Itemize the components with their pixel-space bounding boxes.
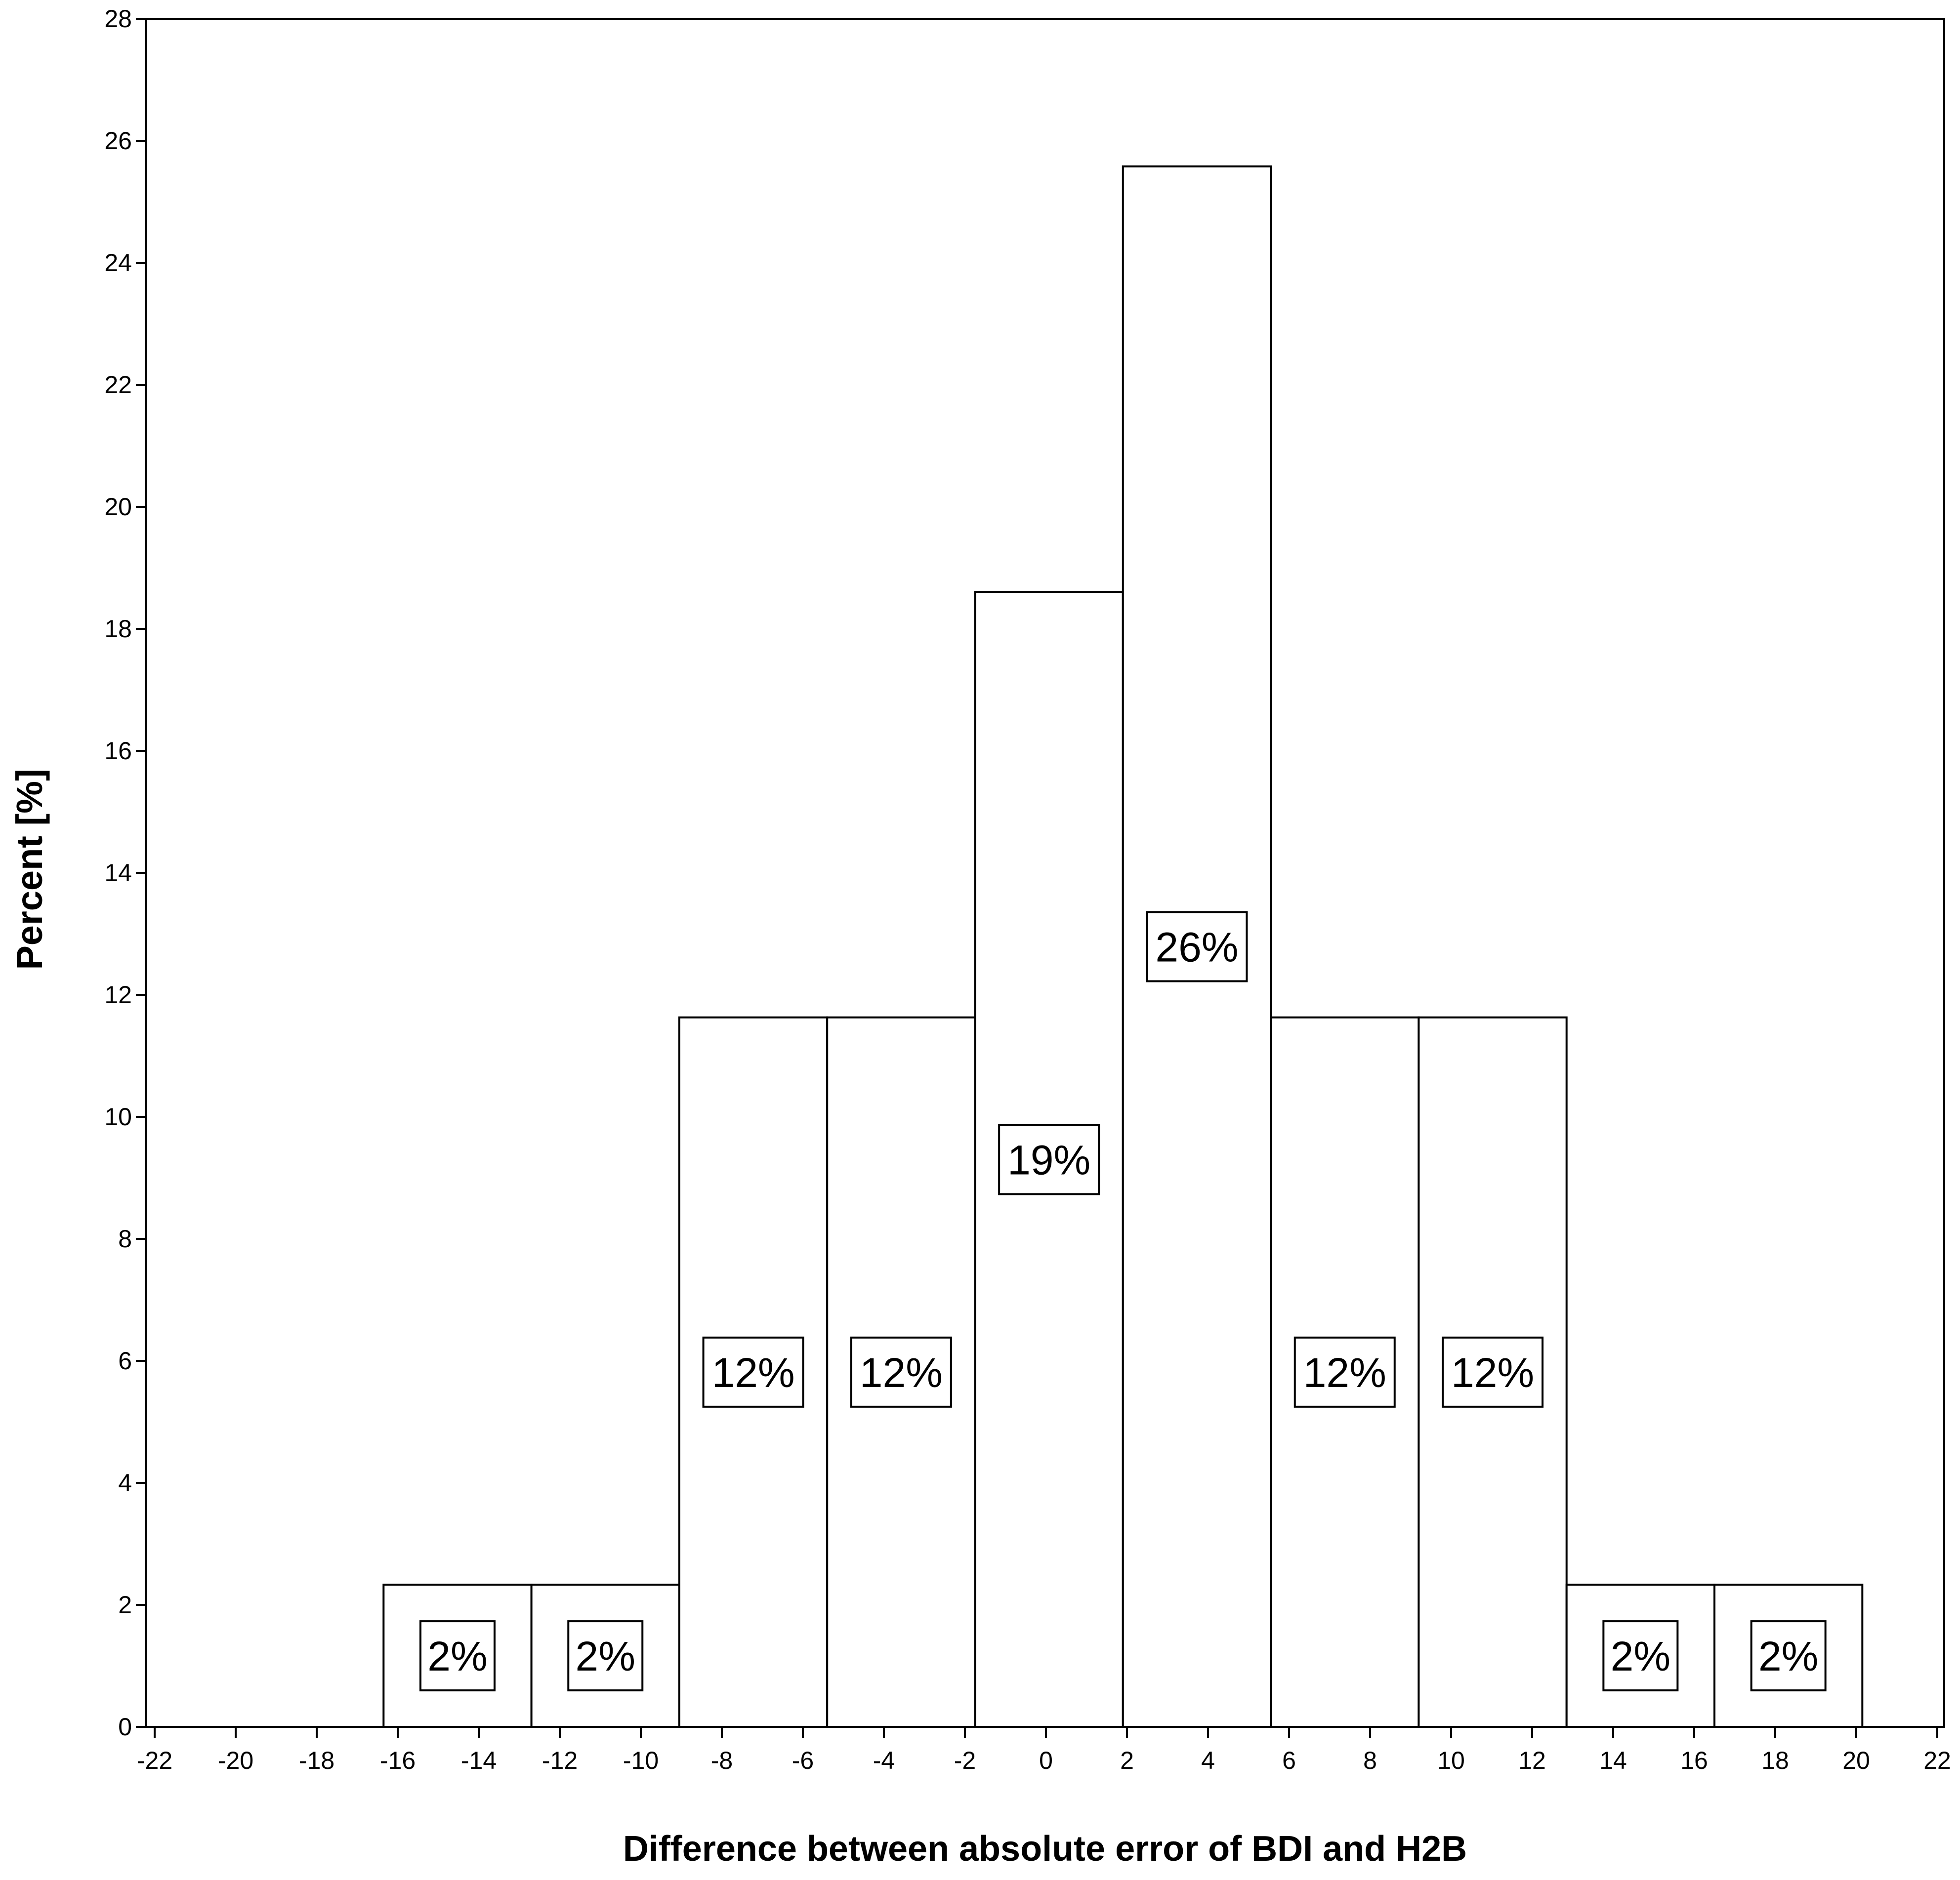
data-label-box xyxy=(1146,911,1248,982)
data-label: 2% xyxy=(419,1620,496,1692)
data-label-box xyxy=(850,1336,952,1408)
x-tick-label: -12 xyxy=(542,1747,578,1774)
x-tick-label: -18 xyxy=(299,1747,334,1774)
x-axis-title: Difference between absolute error of BDI… xyxy=(623,1829,1467,1869)
x-tick-label: 6 xyxy=(1282,1747,1296,1774)
x-tick-label: 12 xyxy=(1518,1747,1546,1774)
data-label-box xyxy=(1442,1336,1544,1408)
data-label-text: 12% xyxy=(1303,1349,1386,1396)
x-tick-label: -8 xyxy=(711,1747,733,1774)
y-tick-label: 22 xyxy=(104,371,132,399)
x-tick-label: -14 xyxy=(461,1747,497,1774)
y-tick-label: 26 xyxy=(104,127,132,155)
bars-layer xyxy=(382,165,1864,1728)
data-label: 12% xyxy=(1293,1336,1396,1408)
y-tick-label: 14 xyxy=(104,859,132,887)
data-label: 12% xyxy=(1442,1336,1544,1408)
data-label: 2% xyxy=(567,1620,644,1692)
x-tick-label: -4 xyxy=(873,1747,895,1774)
y-tick-label: 6 xyxy=(118,1347,132,1375)
data-label: 19% xyxy=(998,1124,1100,1195)
y-tick-label: 10 xyxy=(104,1103,132,1131)
x-tick-label: 18 xyxy=(1761,1747,1789,1774)
y-tick-label: 20 xyxy=(104,493,132,521)
data-label: 2% xyxy=(1602,1620,1679,1692)
x-tick-label: -2 xyxy=(954,1747,976,1774)
y-tick-label: 24 xyxy=(104,249,132,277)
x-tick-label: 16 xyxy=(1680,1747,1708,1774)
y-tick-label: 18 xyxy=(104,615,132,643)
x-tick-label: 20 xyxy=(1842,1747,1870,1774)
x-tick-label: 0 xyxy=(1039,1747,1053,1774)
data-label-box xyxy=(1293,1336,1396,1408)
x-tick-label: 2 xyxy=(1120,1747,1134,1774)
data-label-text: 2% xyxy=(1611,1633,1670,1679)
data-label-box xyxy=(419,1620,496,1692)
y-axis-title: Percent [%] xyxy=(9,769,50,970)
data-label-box xyxy=(702,1336,804,1408)
data-label-text: 12% xyxy=(1451,1349,1534,1396)
data-label: 2% xyxy=(1750,1620,1827,1692)
x-tick-label: 14 xyxy=(1599,1747,1627,1774)
data-label-text: 12% xyxy=(711,1349,794,1396)
x-tick-label: 22 xyxy=(1923,1747,1951,1774)
data-label-text: 19% xyxy=(1007,1137,1090,1183)
data-label-text: 2% xyxy=(427,1633,487,1679)
data-label-text: 26% xyxy=(1155,924,1238,970)
y-tick-label: 0 xyxy=(118,1713,132,1741)
data-label: 12% xyxy=(850,1336,952,1408)
data-label-box xyxy=(567,1620,644,1692)
data-labels-layer: 2% 2% 12% 12% 19% 26% 12% 12% 2% 2% xyxy=(419,911,1827,1692)
y-tick-label: 16 xyxy=(104,737,132,765)
x-tick-label: 4 xyxy=(1201,1747,1215,1774)
y-tick-label: 28 xyxy=(104,5,132,33)
data-label-text: 12% xyxy=(860,1349,943,1396)
x-tick-label: 8 xyxy=(1363,1747,1377,1774)
data-label-box xyxy=(998,1124,1100,1195)
data-label-text: 2% xyxy=(576,1633,635,1679)
data-label: 12% xyxy=(702,1336,804,1408)
x-tick-label: -16 xyxy=(380,1747,416,1774)
y-tick-label: 8 xyxy=(118,1225,132,1253)
x-tick-label: -22 xyxy=(137,1747,172,1774)
x-tick-label: -20 xyxy=(218,1747,253,1774)
data-label-text: 2% xyxy=(1758,1633,1818,1679)
y-tick-label: 4 xyxy=(118,1469,132,1497)
data-label-box xyxy=(1602,1620,1679,1692)
x-tick-label: -6 xyxy=(792,1747,814,1774)
x-tick-label: -10 xyxy=(623,1747,659,1774)
data-label-box xyxy=(1750,1620,1827,1692)
data-label: 26% xyxy=(1146,911,1248,982)
x-tick-label: 10 xyxy=(1437,1747,1465,1774)
x-axis: -22 -20 -18 -16 -14 -12 -10 -8 -6 -4 -2 0 2 4 6 8 10 12 14… xyxy=(137,1727,1951,1774)
y-tick-label: 2 xyxy=(118,1591,132,1619)
histogram-bar xyxy=(382,1584,533,1728)
y-tick-label: 12 xyxy=(104,981,132,1009)
